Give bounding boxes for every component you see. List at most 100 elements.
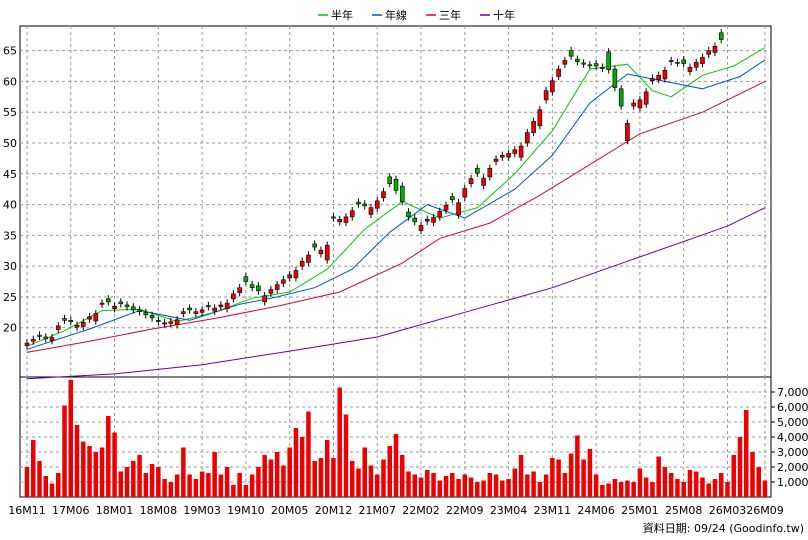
- candle-body: [287, 274, 292, 279]
- volume-bar: [706, 483, 711, 497]
- volume-bar: [450, 473, 455, 497]
- candle-body: [168, 321, 174, 324]
- candle-body: [62, 318, 67, 321]
- volume-bar: [68, 380, 74, 497]
- candle-body: [231, 293, 236, 300]
- volume-bar: [406, 471, 411, 497]
- volume-bar: [556, 459, 561, 497]
- candle-body: [668, 60, 674, 63]
- volume-bar: [493, 474, 499, 497]
- volume-bar: [443, 476, 449, 497]
- candle-body: [162, 322, 167, 325]
- x-tick-label: 20M12: [315, 504, 353, 517]
- candle-body: [106, 298, 111, 303]
- x-tick-label: 23M04: [490, 504, 528, 517]
- volume-bar: [168, 482, 174, 497]
- volume-bar: [606, 483, 611, 497]
- candle-body: [30, 339, 36, 342]
- volume-bar: [718, 473, 724, 497]
- volume-bar: [187, 474, 192, 497]
- candle-body: [187, 307, 192, 311]
- volume-bar: [31, 440, 36, 497]
- volume-bar: [431, 473, 436, 497]
- volume-bar: [562, 473, 568, 497]
- volume-bar: [762, 480, 768, 497]
- candle-body: [55, 325, 61, 330]
- candle-body: [625, 122, 630, 141]
- x-tick-label: 18M08: [140, 504, 178, 517]
- volume-bar: [731, 455, 736, 497]
- candle-body: [687, 66, 693, 72]
- price-y-tick-label: 60: [3, 75, 17, 88]
- volume-bar: [174, 474, 180, 497]
- price-y-tick-label: 35: [3, 229, 17, 242]
- candle-body: [362, 203, 368, 207]
- candle-body: [456, 202, 461, 216]
- candle-body: [575, 58, 580, 63]
- volume-bar: [274, 452, 280, 497]
- volume-bar: [468, 477, 474, 497]
- candle-body: [349, 210, 355, 218]
- candle-body: [156, 320, 161, 322]
- volume-bar: [737, 437, 743, 497]
- candle-body: [199, 309, 205, 313]
- price-y-tick-label: 25: [3, 291, 17, 304]
- volume-bar: [381, 459, 386, 497]
- candle-body: [406, 211, 411, 218]
- volume-bar: [93, 452, 99, 497]
- volume-bar: [56, 473, 61, 497]
- volume-bar: [24, 467, 30, 497]
- candle-body: [374, 200, 380, 209]
- x-tick-label: 25M01: [621, 504, 659, 517]
- volume-bar: [287, 447, 292, 497]
- candle-body: [675, 62, 680, 64]
- volume-bar: [543, 474, 549, 497]
- volume-bar: [349, 461, 355, 497]
- candle-body: [587, 64, 593, 67]
- volume-bar: [481, 480, 486, 497]
- candle-body: [662, 70, 668, 80]
- volume-bar: [49, 483, 55, 497]
- x-tick-label: 16M11: [8, 504, 46, 517]
- volume-bar: [224, 467, 230, 497]
- candle-body: [462, 188, 468, 198]
- volume-bar: [681, 482, 686, 497]
- candle-body: [581, 62, 586, 65]
- candle-body: [550, 80, 555, 93]
- candle-body: [49, 337, 55, 341]
- volume-bar: [143, 473, 149, 497]
- volume-bar: [37, 461, 42, 497]
- candle-body: [306, 254, 311, 263]
- candle-body: [418, 225, 424, 231]
- volume-bar: [506, 479, 511, 497]
- candle-body: [143, 312, 149, 316]
- volume-y-tick-label: 1,000: [777, 476, 808, 489]
- volume-bar: [356, 468, 361, 497]
- volume-bar: [118, 471, 124, 497]
- candle-body: [493, 158, 499, 162]
- volume-bar: [518, 455, 524, 497]
- candle-body: [281, 279, 286, 284]
- volume-bar: [156, 467, 161, 497]
- candle-body: [293, 270, 299, 279]
- candle-body: [218, 304, 224, 308]
- volume-bar: [568, 453, 574, 497]
- candle-body: [174, 319, 180, 325]
- x-tick-label: 19M10: [227, 504, 265, 517]
- volume-bar: [587, 449, 593, 497]
- volume-bar: [368, 465, 374, 497]
- price-panel: [19, 25, 772, 378]
- volume-bar: [162, 479, 167, 497]
- candle-body: [531, 121, 536, 133]
- volume-bar: [437, 480, 443, 497]
- volume-bar: [593, 474, 599, 497]
- legend-entry: 三年: [439, 8, 461, 22]
- volume-bar: [131, 461, 136, 497]
- candle-body: [237, 287, 242, 293]
- candle-body: [475, 167, 480, 174]
- candle-body: [312, 243, 317, 248]
- volume-bar: [199, 471, 205, 497]
- volume-bar: [62, 405, 67, 497]
- candle-body: [87, 316, 92, 320]
- volume-bar: [387, 446, 392, 497]
